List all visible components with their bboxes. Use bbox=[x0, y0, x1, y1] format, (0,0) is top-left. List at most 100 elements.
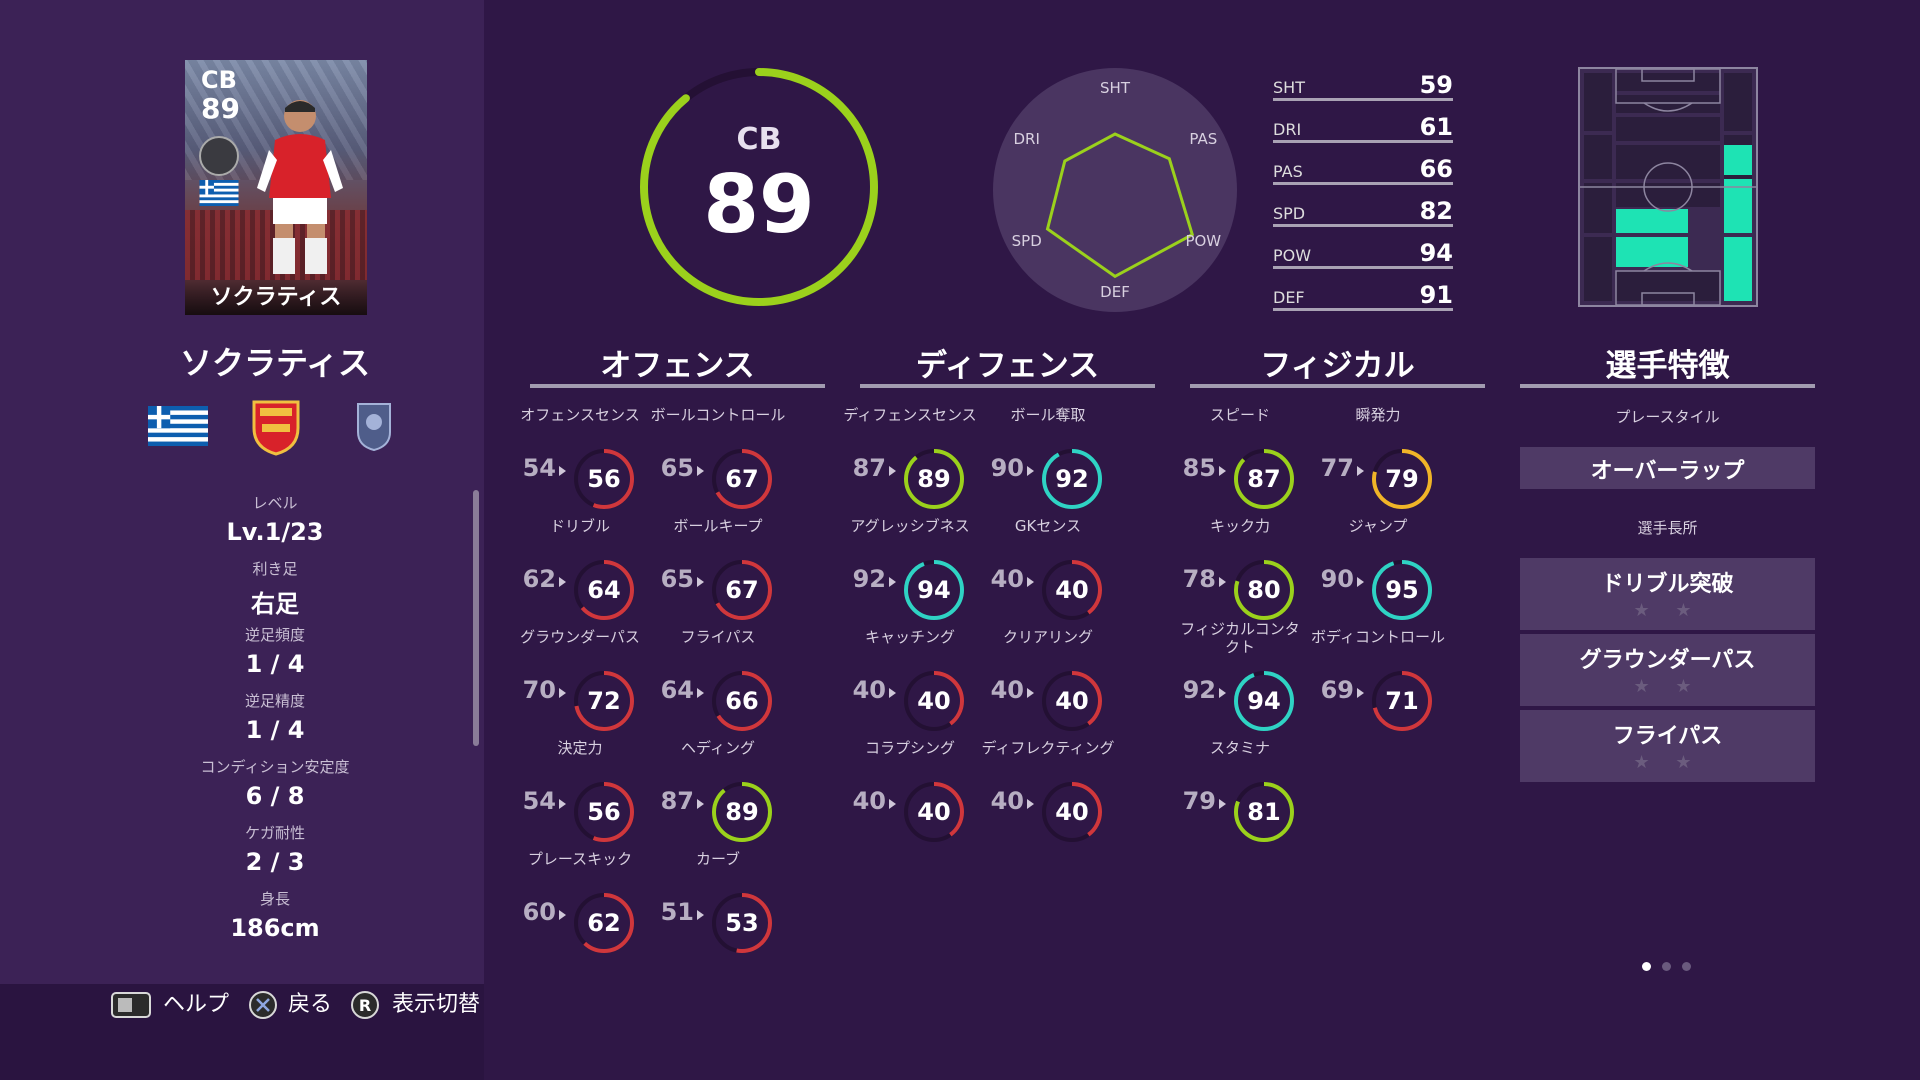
stat-ring bbox=[1234, 449, 1294, 509]
ability-radar-chart: SHT PAS POW DEF SPD DRI bbox=[993, 68, 1237, 312]
stat-ring bbox=[1234, 671, 1294, 731]
stat-base-value: 62 bbox=[522, 565, 556, 593]
summary-row: SPD 82 bbox=[1273, 193, 1453, 227]
increase-arrow-icon bbox=[697, 799, 704, 809]
help-label[interactable]: ヘルプ bbox=[163, 992, 230, 1017]
touchpad-icon[interactable] bbox=[110, 990, 152, 1020]
scrollbar[interactable] bbox=[473, 490, 479, 746]
page-indicator[interactable] bbox=[1682, 962, 1691, 971]
increase-arrow-icon bbox=[559, 466, 566, 476]
height-label: 身長 bbox=[259, 890, 290, 908]
increase-arrow-icon bbox=[1027, 799, 1034, 809]
level-value: Lv.1/23 bbox=[226, 518, 324, 546]
card-position: CB bbox=[201, 66, 237, 94]
overall-rating-ring bbox=[640, 68, 878, 306]
stat-label: フィジカルコンタクト bbox=[1180, 620, 1300, 656]
stat-label: スピード bbox=[1209, 406, 1270, 424]
toggle-view-label[interactable]: 表示切替 bbox=[392, 992, 481, 1017]
increase-arrow-icon bbox=[1357, 577, 1364, 587]
increase-arrow-icon bbox=[697, 577, 704, 587]
stat-value: 40 bbox=[1055, 798, 1089, 826]
increase-arrow-icon bbox=[1027, 688, 1034, 698]
skill-card[interactable]: フライパス ★ ★ bbox=[1520, 710, 1815, 782]
skill-card[interactable]: ドリブル突破 ★ ★ bbox=[1520, 558, 1815, 630]
play-style-label: プレースタイル bbox=[1615, 408, 1720, 426]
traits-header: 選手特徴 bbox=[1605, 348, 1730, 384]
page-indicator-active[interactable] bbox=[1642, 962, 1651, 971]
stat-ring bbox=[904, 560, 964, 620]
back-label[interactable]: 戻る bbox=[288, 992, 333, 1017]
page-indicator[interactable] bbox=[1662, 962, 1671, 971]
stat-value: 81 bbox=[1247, 798, 1281, 826]
stat-ring bbox=[1372, 449, 1432, 509]
stat-base-value: 87 bbox=[852, 454, 886, 482]
foot-value: 右足 bbox=[251, 590, 299, 618]
stat-value: 64 bbox=[587, 576, 621, 604]
increase-arrow-icon bbox=[1027, 466, 1034, 476]
stat-ring bbox=[1234, 560, 1294, 620]
stat-label: コラプシング bbox=[864, 739, 955, 757]
weak-foot-usage-label: 逆足頻度 bbox=[244, 626, 305, 644]
summary-label: POW bbox=[1273, 246, 1312, 265]
increase-arrow-icon bbox=[559, 577, 566, 587]
stat-value: 71 bbox=[1385, 687, 1419, 715]
stat-value: 53 bbox=[725, 909, 759, 937]
stat-base-value: 51 bbox=[660, 898, 694, 926]
summary-divider bbox=[1273, 182, 1453, 185]
position-map bbox=[1578, 67, 1758, 307]
injury-resistance-label: ケガ耐性 bbox=[244, 824, 305, 842]
stat-value: 66 bbox=[725, 687, 759, 715]
stat-base-value: 70 bbox=[522, 676, 556, 704]
radar-axis-label: SPD bbox=[1012, 232, 1042, 250]
increase-arrow-icon bbox=[559, 688, 566, 698]
card-badge-icon bbox=[199, 136, 239, 176]
stat-base-value: 54 bbox=[522, 787, 556, 815]
pitch-zone-highlight bbox=[1616, 209, 1688, 233]
stat-value: 95 bbox=[1385, 576, 1419, 604]
player-card: CB 89 ソクラティス bbox=[185, 60, 367, 315]
stat-value: 62 bbox=[587, 909, 621, 937]
stat-ring bbox=[1042, 782, 1102, 842]
offense-divider bbox=[530, 384, 825, 388]
stat-base-value: 40 bbox=[990, 676, 1024, 704]
cross-button-icon[interactable] bbox=[248, 990, 278, 1020]
summary-value: 61 bbox=[1419, 113, 1453, 141]
summary-value: 94 bbox=[1419, 239, 1453, 267]
stat-base-value: 69 bbox=[1320, 676, 1354, 704]
stat-label: スタミナ bbox=[1209, 739, 1270, 757]
summary-value: 59 bbox=[1419, 71, 1453, 99]
stat-base-value: 87 bbox=[660, 787, 694, 815]
stat-ring bbox=[574, 560, 634, 620]
league-crest-icon bbox=[357, 403, 391, 452]
card-player-name: ソクラティス bbox=[185, 281, 367, 315]
stat-value: 40 bbox=[917, 798, 951, 826]
stat-base-value: 40 bbox=[852, 787, 886, 815]
defense-divider bbox=[860, 384, 1155, 388]
stat-value: 40 bbox=[1055, 687, 1089, 715]
r-button-icon[interactable]: R bbox=[350, 990, 380, 1020]
player-photo bbox=[257, 100, 343, 274]
stat-base-value: 77 bbox=[1320, 454, 1354, 482]
stat-ring bbox=[1042, 560, 1102, 620]
defense-header: ディフェンス bbox=[915, 348, 1100, 384]
skill-card[interactable]: グラウンダーパス ★ ★ bbox=[1520, 634, 1815, 706]
stat-ring bbox=[904, 782, 964, 842]
skill-name: フライパス bbox=[1612, 724, 1723, 749]
stat-ring bbox=[712, 893, 772, 953]
stat-base-value: 65 bbox=[660, 454, 694, 482]
increase-arrow-icon bbox=[889, 688, 896, 698]
summary-label: PAS bbox=[1273, 162, 1303, 181]
stat-ring bbox=[1042, 671, 1102, 731]
radar-axis-label: SHT bbox=[1100, 79, 1131, 97]
overall-rating: 89 bbox=[703, 158, 815, 251]
play-style-value: オーバーラップ bbox=[1590, 459, 1745, 484]
summary-divider bbox=[1273, 266, 1453, 269]
stat-label: カーブ bbox=[695, 850, 741, 868]
increase-arrow-icon bbox=[1219, 577, 1226, 587]
increase-arrow-icon bbox=[1027, 577, 1034, 587]
stat-value: 79 bbox=[1385, 465, 1419, 493]
stat-value: 94 bbox=[1247, 687, 1281, 715]
radar-background bbox=[993, 68, 1237, 312]
stat-value: 87 bbox=[1247, 465, 1281, 493]
stat-ring bbox=[574, 782, 634, 842]
